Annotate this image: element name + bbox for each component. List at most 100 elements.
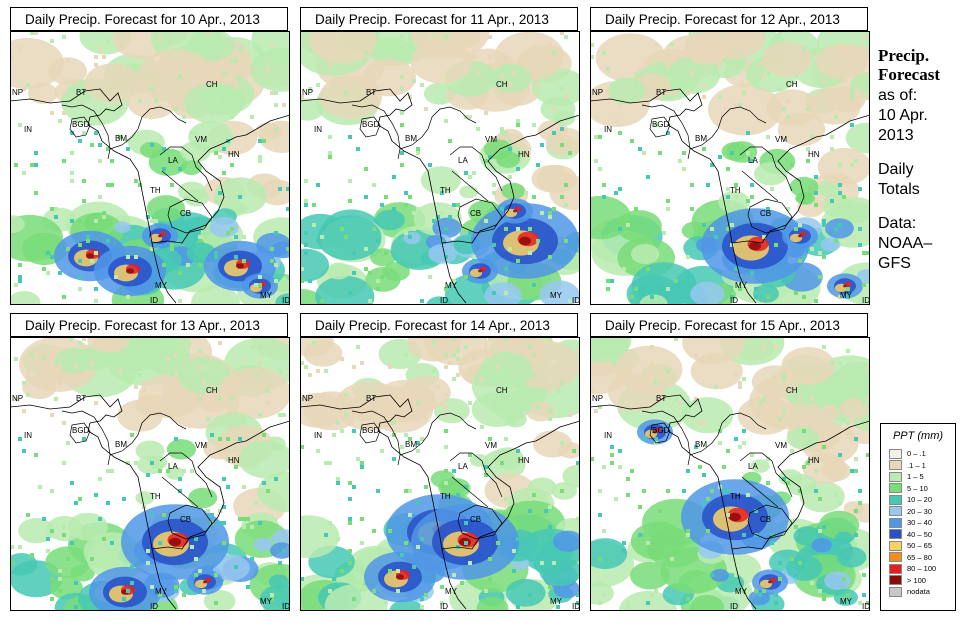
precip-cell: [548, 389, 552, 393]
precip-cell: [742, 441, 746, 445]
precip-area: [820, 405, 841, 420]
legend-swatch: [889, 552, 902, 563]
precip-cell: [372, 227, 376, 231]
precip-cell: [74, 581, 78, 585]
precip-cell: [10, 545, 14, 549]
precip-area: [402, 375, 451, 410]
precip-cell: [380, 39, 384, 43]
precip-cell: [364, 195, 368, 199]
precip-cell: [690, 71, 694, 75]
precip-cell: [654, 589, 658, 593]
precip-cell: [432, 341, 436, 345]
precip-cell: [642, 103, 646, 107]
precip-cell: [312, 203, 316, 207]
forecast-panel-apr13: Daily Precip. Forecast for 13 Apr., 2013…: [10, 313, 290, 611]
precip-cell: [98, 47, 102, 51]
precip-area: [785, 473, 817, 496]
precip-cell: [142, 83, 146, 87]
precip-cell: [332, 433, 336, 437]
precip-cell: [234, 565, 238, 569]
precip-cell: [246, 585, 250, 589]
precip-cell: [726, 195, 730, 199]
precip-cell: [258, 413, 262, 417]
precip-cell: [364, 167, 368, 171]
country-label: TH: [150, 492, 161, 501]
legend-swatch: [889, 529, 902, 540]
precip-cell: [850, 365, 854, 369]
precip-cell: [376, 31, 380, 35]
precip-cell: [822, 597, 826, 601]
country-label: BT: [76, 88, 86, 97]
precip-area: [653, 430, 657, 434]
precip-area: [275, 293, 290, 305]
precip-cell: [336, 421, 340, 425]
precip-area: [18, 518, 55, 544]
precip-cell: [810, 247, 814, 251]
precip-cell: [504, 131, 508, 135]
precip-cell: [178, 373, 182, 377]
precip-cell: [858, 227, 862, 231]
precip-cell: [286, 207, 290, 211]
coastline: [300, 394, 580, 610]
precip-area: [558, 442, 580, 459]
precip-cell: [18, 545, 22, 549]
precip-cell: [190, 469, 194, 473]
precip-cell: [472, 255, 476, 259]
precip-cell: [638, 533, 642, 537]
precip-cell: [488, 381, 492, 385]
precip-cell: [464, 541, 468, 545]
precip-cell: [70, 337, 74, 341]
precip-area: [272, 529, 290, 546]
precip-cell: [324, 369, 328, 373]
precip-cell: [472, 171, 476, 175]
legend-item: 50 – 65: [889, 540, 955, 552]
precip-cell: [444, 405, 448, 409]
precip-cell: [312, 341, 316, 345]
country-label: HN: [228, 150, 240, 159]
precip-cell: [62, 295, 66, 299]
precip-cell: [74, 119, 78, 123]
precip-cell: [786, 115, 790, 119]
precip-area: [271, 241, 290, 259]
precip-cell: [834, 239, 838, 243]
precip-cell: [726, 167, 730, 171]
precip-cell: [392, 413, 396, 417]
precip-cell: [432, 369, 436, 373]
precip-cell: [102, 55, 106, 59]
precip-cell: [102, 215, 106, 219]
precip-cell: [226, 179, 230, 183]
precip-area: [590, 538, 628, 570]
precip-area: [753, 284, 779, 303]
precip-cell: [372, 529, 376, 533]
precip-cell: [214, 199, 218, 203]
precip-cell: [324, 461, 328, 465]
precip-cell: [794, 525, 798, 529]
precip-cell: [794, 573, 798, 577]
precip-cell: [126, 255, 130, 259]
precip-cell: [830, 187, 834, 191]
precip-cell: [464, 521, 468, 525]
precip-cell: [484, 465, 488, 469]
precip-area: [631, 244, 660, 264]
precip-area: [67, 512, 108, 541]
precip-cell: [754, 589, 758, 593]
precip-cell: [702, 83, 706, 87]
precip-cell: [134, 255, 138, 259]
precip-cell: [98, 195, 102, 199]
precip-cell: [258, 275, 262, 279]
precip-cell: [392, 175, 396, 179]
precip-cell: [818, 589, 822, 593]
precip-cell: [26, 373, 30, 377]
precip-cell: [488, 557, 492, 561]
precip-cell: [400, 151, 404, 155]
precip-cell: [532, 283, 536, 287]
precip-cell: [758, 119, 762, 123]
precip-cell: [452, 377, 456, 381]
precip-cell: [416, 151, 420, 155]
precip-cell: [766, 207, 770, 211]
precip-cell: [46, 271, 50, 275]
precip-cell: [838, 393, 842, 397]
precip-cell: [858, 501, 862, 505]
precip-cell: [22, 449, 26, 453]
precip-cell: [182, 593, 186, 597]
